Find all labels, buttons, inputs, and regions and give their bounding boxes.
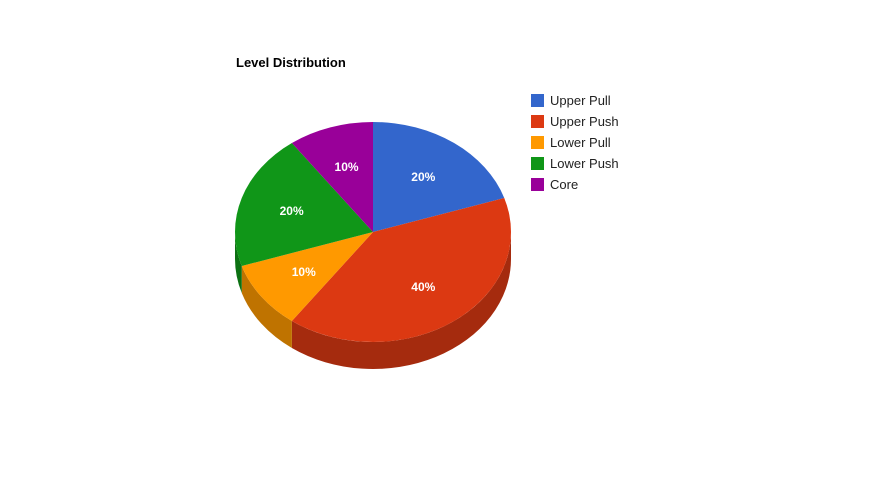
legend-item-core[interactable]: Core [531, 174, 619, 195]
pie-side-walls [235, 232, 511, 369]
legend-item-lower-push[interactable]: Lower Push [531, 153, 619, 174]
slice-label-lower-pull: 10% [292, 265, 316, 279]
pie-side-lower-push [235, 232, 242, 293]
legend-label: Upper Push [550, 114, 619, 129]
legend-label: Lower Push [550, 156, 619, 171]
legend-swatch [531, 136, 544, 149]
legend-label: Core [550, 177, 579, 192]
pie-slice-upper-pull[interactable] [373, 122, 505, 232]
legend-label: Upper Pull [550, 93, 611, 108]
legend-swatch [531, 157, 544, 170]
legend-swatch [531, 178, 544, 191]
pie-side-lower-pull [241, 265, 292, 348]
legend-item-upper-push[interactable]: Upper Push [531, 111, 619, 132]
pie-slice-upper-push[interactable] [291, 198, 511, 343]
slice-label-core: 10% [335, 160, 359, 174]
pie-slice-lower-push[interactable] [235, 143, 373, 266]
legend-swatch [531, 115, 544, 128]
pie-slice-lower-pull[interactable] [241, 232, 373, 321]
legend-item-lower-pull[interactable]: Lower Pull [531, 132, 619, 153]
chart-title: Level Distribution [236, 55, 346, 70]
legend-item-upper-pull[interactable]: Upper Pull [531, 90, 619, 111]
legend-swatch [531, 94, 544, 107]
slice-label-lower-push: 20% [280, 204, 304, 218]
chart-legend: Upper Pull Upper Push Lower Pull Lower Push… [531, 90, 619, 195]
pie-side-upper-push [291, 232, 511, 369]
legend-label: Lower Pull [550, 135, 611, 150]
slice-label-upper-push: 40% [411, 280, 435, 294]
pie-slice-core[interactable] [291, 122, 373, 232]
slice-label-upper-pull: 20% [411, 170, 435, 184]
